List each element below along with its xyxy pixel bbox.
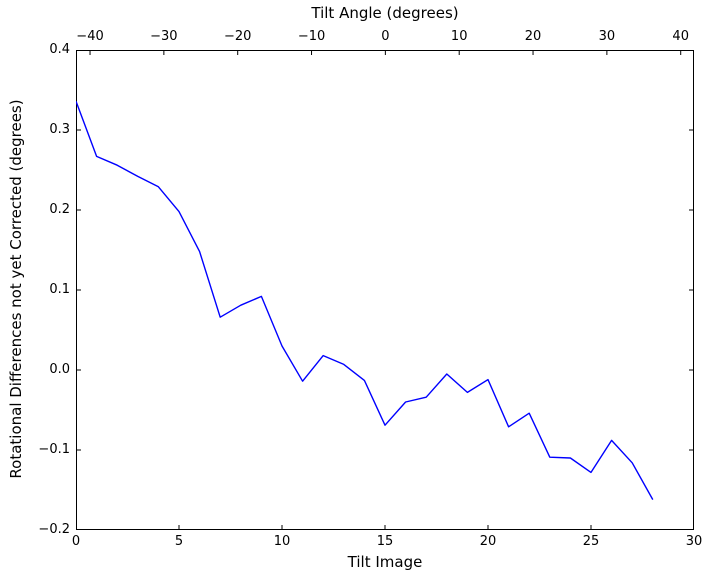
left-tick-label: 0.3 xyxy=(49,122,70,137)
top-tick-label: −30 xyxy=(150,29,178,44)
top-tick-label: 40 xyxy=(672,29,689,44)
top-tick-label: 30 xyxy=(598,29,616,44)
top-tick-label: 0 xyxy=(381,29,390,44)
bottom-tick-label: 25 xyxy=(582,534,600,549)
left-tick-label: 0.2 xyxy=(49,202,70,217)
top-tick-marks xyxy=(89,50,682,55)
bottom-tick-label: 20 xyxy=(479,534,497,549)
right-tick-marks xyxy=(689,50,694,530)
rotational-difference-line xyxy=(76,100,654,500)
bottom-tick-label: 0 xyxy=(71,534,81,549)
top-axis-title: Tilt Angle (degrees) xyxy=(311,4,459,22)
left-tick-label: −0.2 xyxy=(38,522,70,537)
bottom-axis-title: Tilt Image xyxy=(347,553,423,571)
top-tick-label: −20 xyxy=(223,29,252,44)
bottom-tick-label: 10 xyxy=(273,534,291,549)
left-tick-marks xyxy=(76,50,81,530)
bottom-tick-label: 15 xyxy=(376,534,394,549)
bottom-tick-marks xyxy=(76,525,694,530)
top-tick-label: −40 xyxy=(76,29,104,44)
left-axis-title: Rotational Differences not yet Corrected… xyxy=(7,99,25,479)
top-tick-label: 20 xyxy=(524,29,542,44)
top-tick-label: −10 xyxy=(297,29,326,44)
left-tick-label: 0.0 xyxy=(49,362,70,377)
left-tick-label: 0.1 xyxy=(49,282,70,297)
bottom-tick-label: 5 xyxy=(174,534,184,549)
left-tick-label: −0.1 xyxy=(38,442,70,457)
top-tick-label: 10 xyxy=(450,29,468,44)
plot-area xyxy=(76,50,694,530)
bottom-tick-label: 30 xyxy=(685,534,703,549)
left-tick-label: 0.4 xyxy=(49,42,70,57)
